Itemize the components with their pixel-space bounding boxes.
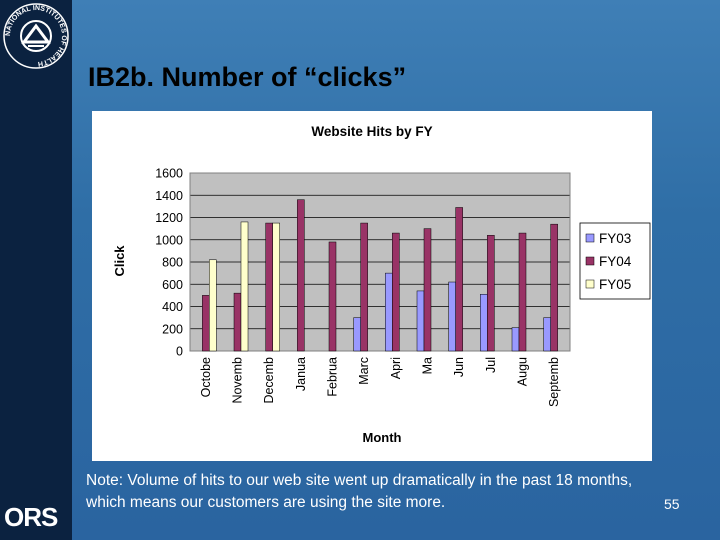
bar-fy04	[265, 222, 273, 352]
chart-panel: Website Hits by FY Click Month 0 200 400 60…	[92, 111, 652, 461]
y-tick-label: 0	[176, 345, 183, 359]
chart-title: Website Hits by FY	[311, 124, 432, 139]
sidebar: NATIONAL INSTITUTES OF HEALTH ORS	[0, 0, 72, 540]
website-hits-chart: Website Hits by FY Click Month 0 200 400 60…	[112, 124, 651, 445]
x-tick-label: Ma	[421, 357, 435, 374]
page-number: 55	[664, 496, 680, 512]
bar-fy05	[240, 221, 249, 352]
nih-seal-logo: NATIONAL INSTITUTES OF HEALTH	[3, 3, 69, 69]
bar-fy03	[416, 290, 425, 352]
y-tick-label: 1000	[155, 233, 183, 247]
x-tick-label: Novemb	[231, 357, 245, 404]
legend-label-fy03: FY03	[599, 231, 631, 246]
x-tick-label: Jul	[484, 357, 498, 373]
bar-fy04	[202, 295, 210, 352]
bar-fy04	[550, 223, 558, 352]
bar-fy03	[385, 272, 393, 352]
y-tick-label: 1600	[155, 167, 183, 181]
x-tick-label: Augu	[516, 357, 530, 386]
bar-fy04	[233, 292, 242, 352]
bar-fy05	[272, 222, 280, 352]
slide-title: IB2b. Number of “clicks”	[88, 62, 407, 92]
x-axis-label: Month	[363, 430, 402, 445]
y-tick-label: 1200	[155, 211, 183, 225]
bar-fy05	[209, 259, 217, 352]
legend-swatch-fy03	[585, 233, 595, 243]
y-tick-label: 200	[162, 322, 183, 336]
x-tick-label: Jun	[452, 357, 466, 377]
x-tick-label: Marc	[357, 357, 371, 385]
ors-logo: ORS	[4, 502, 58, 532]
svg-text:NATIONAL INSTITUTES OF HEALTH: NATIONAL INSTITUTES OF HEALTH	[5, 5, 67, 67]
bar-fy04	[423, 228, 432, 352]
bar-fy03	[448, 281, 456, 352]
bar-fy04	[455, 207, 463, 352]
bar-fy04	[487, 235, 495, 352]
x-tick-label: Decemb	[262, 357, 276, 404]
legend-label-fy05: FY05	[599, 277, 631, 292]
y-tick-label: 600	[162, 278, 183, 292]
bar-fy04	[518, 232, 527, 352]
bar-fy04	[360, 222, 368, 352]
plot-border	[189, 172, 571, 352]
bar-fy03	[480, 294, 488, 352]
x-tick-label: Februa	[326, 357, 340, 397]
x-tick-label: Septemb	[547, 357, 561, 407]
x-tick-label: Octobe	[199, 357, 213, 397]
slide-note: Note: Volume of hits to our web site wen…	[86, 472, 633, 511]
x-tick-label: Janua	[294, 357, 308, 391]
bar-fy04	[297, 199, 305, 352]
bar-fy04	[392, 232, 400, 352]
y-tick-label: 800	[162, 256, 183, 270]
bar-fy03	[511, 327, 520, 352]
legend-swatch-fy04	[585, 256, 595, 266]
legend-label-fy04: FY04	[599, 254, 632, 269]
bar-fy04	[328, 241, 337, 352]
bar-fy03	[543, 317, 551, 352]
x-tick-label: Apri	[389, 357, 403, 379]
y-axis-label: Click	[112, 245, 127, 277]
y-tick-label: 1400	[155, 189, 183, 203]
bar-fy03	[353, 317, 361, 352]
y-tick-label: 400	[162, 300, 183, 314]
legend-swatch-fy05	[585, 279, 595, 289]
